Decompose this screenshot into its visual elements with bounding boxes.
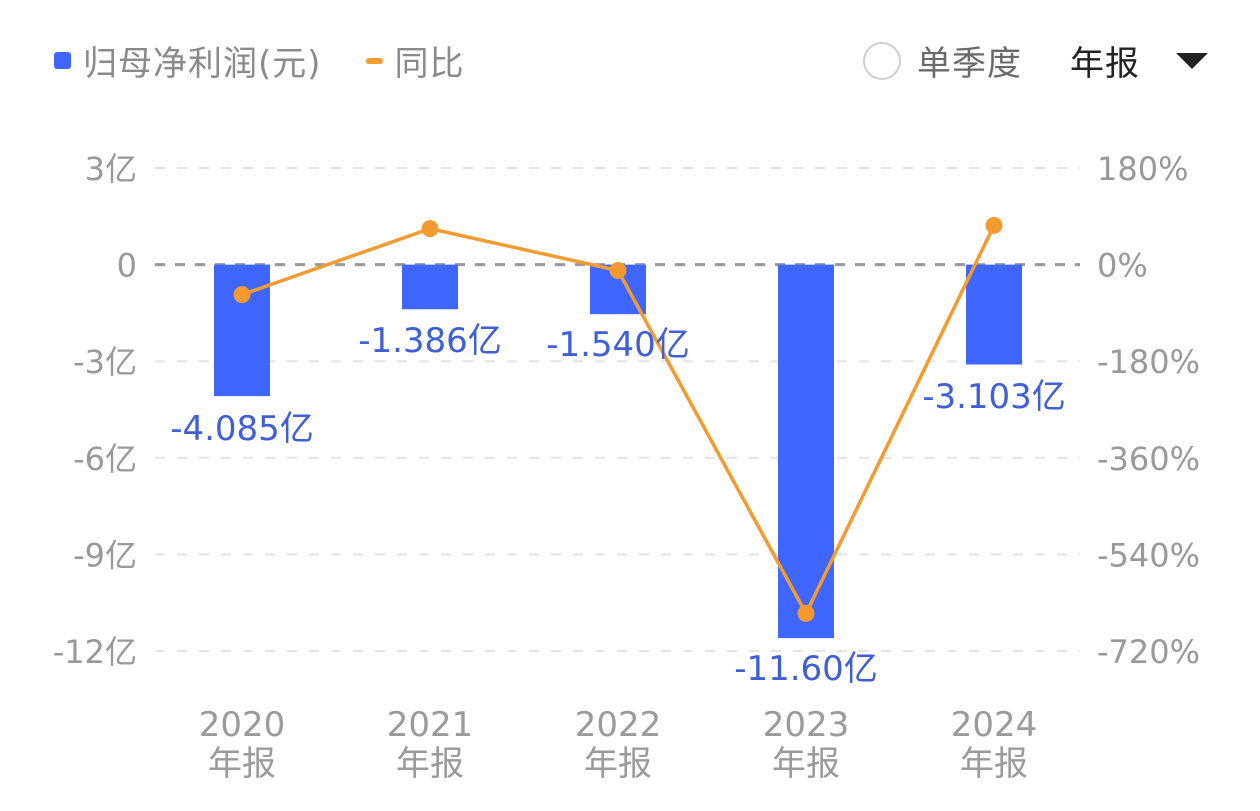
bar[interactable] <box>402 264 458 310</box>
legend-line-label: 同比 <box>394 44 465 84</box>
line-series-swatch-icon <box>365 57 383 64</box>
bar[interactable] <box>966 264 1022 365</box>
x-axis-year: 2023 <box>763 705 850 745</box>
yoy-point[interactable] <box>609 262 627 280</box>
right-axis-tick: 180% <box>1097 150 1188 188</box>
right-axis-tick: -540% <box>1097 536 1200 574</box>
left-axis-tick: 3亿 <box>85 150 137 188</box>
yoy-point[interactable] <box>233 286 251 304</box>
left-y-axis: 3亿 0 -3亿 -6亿 -9亿 -12亿 <box>53 150 137 671</box>
right-y-axis: 180% 0% -180% -360% -540% -720% <box>1097 150 1200 671</box>
x-axis-period: 年报 <box>208 744 276 784</box>
quarterly-radio-icon[interactable] <box>863 41 901 80</box>
bar-series-swatch-icon <box>54 52 71 69</box>
right-axis-tick: -720% <box>1097 633 1200 671</box>
left-axis-tick: -6亿 <box>73 440 137 478</box>
x-axis-period: 年报 <box>396 744 464 784</box>
x-axis-year: 2024 <box>951 705 1038 745</box>
line-series <box>233 216 1003 622</box>
x-axis-period: 年报 <box>772 744 840 784</box>
yoy-point[interactable] <box>985 216 1003 234</box>
bar[interactable] <box>214 264 270 397</box>
bar-series <box>214 264 1022 639</box>
yoy-point[interactable] <box>797 604 815 622</box>
bar-value-label: -1.540亿 <box>546 325 690 365</box>
chart-controls: 单季度 年报 <box>863 36 1208 85</box>
left-axis-tick: -12亿 <box>53 633 137 671</box>
bar[interactable] <box>778 264 834 639</box>
right-axis-tick: -360% <box>1097 440 1200 478</box>
x-axis-year: 2021 <box>387 705 474 745</box>
chart-legend: 归母净利润(元) 同比 <box>54 36 465 85</box>
right-axis-tick: 0% <box>1097 247 1148 285</box>
yoy-point[interactable] <box>421 220 439 238</box>
x-axis-period: 年报 <box>960 744 1028 784</box>
left-axis-tick: 0 <box>117 247 137 285</box>
bar-value-label: -1.386亿 <box>358 321 502 361</box>
bar-value-label: -4.085亿 <box>170 409 314 449</box>
right-axis-tick: -180% <box>1097 343 1200 381</box>
bar-value-label: -3.103亿 <box>922 377 1066 417</box>
dropdown-caret-icon[interactable] <box>1176 52 1208 69</box>
period-dropdown-value[interactable]: 年报 <box>1070 44 1140 84</box>
quarterly-label[interactable]: 单季度 <box>917 44 1022 84</box>
x-axis-year: 2022 <box>575 705 662 745</box>
left-axis-tick: -3亿 <box>73 343 137 381</box>
bar-value-label: -11.60亿 <box>734 649 878 689</box>
left-axis-tick: -9亿 <box>73 536 137 574</box>
legend-bar-label: 归母净利润(元) <box>83 44 322 84</box>
bar-value-labels: -4.085亿 -1.386亿 -1.540亿 -11.60亿 -3.103亿 <box>170 321 1066 689</box>
x-axis-period: 年报 <box>584 744 652 784</box>
x-axis-year: 2020 <box>199 705 286 745</box>
